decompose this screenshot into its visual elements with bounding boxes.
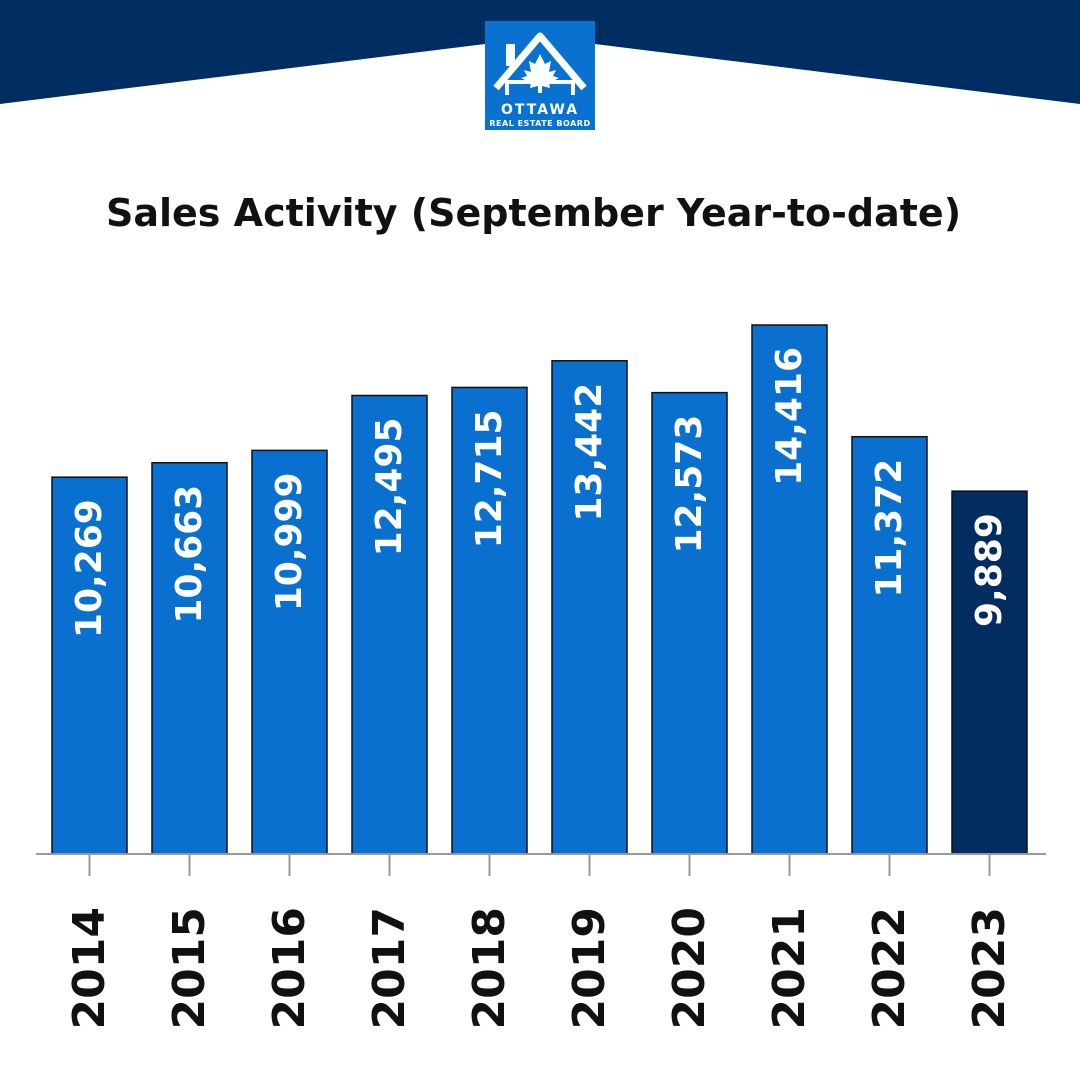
x-axis-ticks: 2014 2015 2016 2017 2018 2019 2020 2021 2022 2023 xyxy=(64,854,1015,1029)
x-tick-label-2017: 2017 xyxy=(364,907,415,1029)
x-tick-label-2018: 2018 xyxy=(464,907,515,1029)
bar-2023 xyxy=(951,490,1028,855)
bar-value-label-2021: 14,416 xyxy=(769,347,810,486)
bar-value-label-2015: 10,663 xyxy=(169,485,210,624)
house-maple-leaf-icon xyxy=(493,32,587,95)
bar-2020 xyxy=(651,391,728,855)
bar-2015 xyxy=(151,461,228,855)
logo-subtitle: REAL ESTATE BOARD xyxy=(489,119,590,128)
chart-title: Sales Activity (September Year-to-date) xyxy=(106,191,961,235)
bar-value-label-2017: 12,495 xyxy=(369,417,410,556)
x-tick-label-2015: 2015 xyxy=(164,907,215,1029)
maple-leaf-icon xyxy=(521,54,559,93)
bar-2019 xyxy=(551,359,628,855)
bar-value-label-2019: 13,442 xyxy=(569,383,610,522)
logo: OTTAWA REAL ESTATE BOARD xyxy=(485,21,595,130)
x-tick-label-2022: 2022 xyxy=(864,907,915,1029)
x-tick-label-2016: 2016 xyxy=(264,907,315,1029)
logo-name: OTTAWA xyxy=(501,102,579,118)
bar-value-label-2020: 12,573 xyxy=(669,415,710,554)
bar-2021 xyxy=(751,324,828,855)
x-tick-label-2014: 2014 xyxy=(64,907,115,1029)
bar-value-label-2014: 10,269 xyxy=(69,499,110,638)
bar-2018 xyxy=(451,386,528,855)
bar-2017 xyxy=(351,394,428,855)
x-tick-label-2021: 2021 xyxy=(764,907,815,1029)
x-tick-label-2023: 2023 xyxy=(964,907,1015,1029)
bar-2016 xyxy=(251,449,328,855)
bar-value-label-2016: 10,999 xyxy=(269,472,310,611)
x-tick-label-2020: 2020 xyxy=(664,907,715,1029)
bar-value-label-2023: 9,889 xyxy=(969,513,1010,627)
header-band xyxy=(0,0,1080,104)
bars-group: 10,269 10,663 10,999 12,495 12,715 13,442 12,5… xyxy=(51,324,1028,855)
x-tick-label-2019: 2019 xyxy=(564,907,615,1029)
bar-2022 xyxy=(851,435,928,855)
bar-value-label-2022: 11,372 xyxy=(869,459,910,598)
bar-value-label-2018: 12,715 xyxy=(469,409,510,548)
